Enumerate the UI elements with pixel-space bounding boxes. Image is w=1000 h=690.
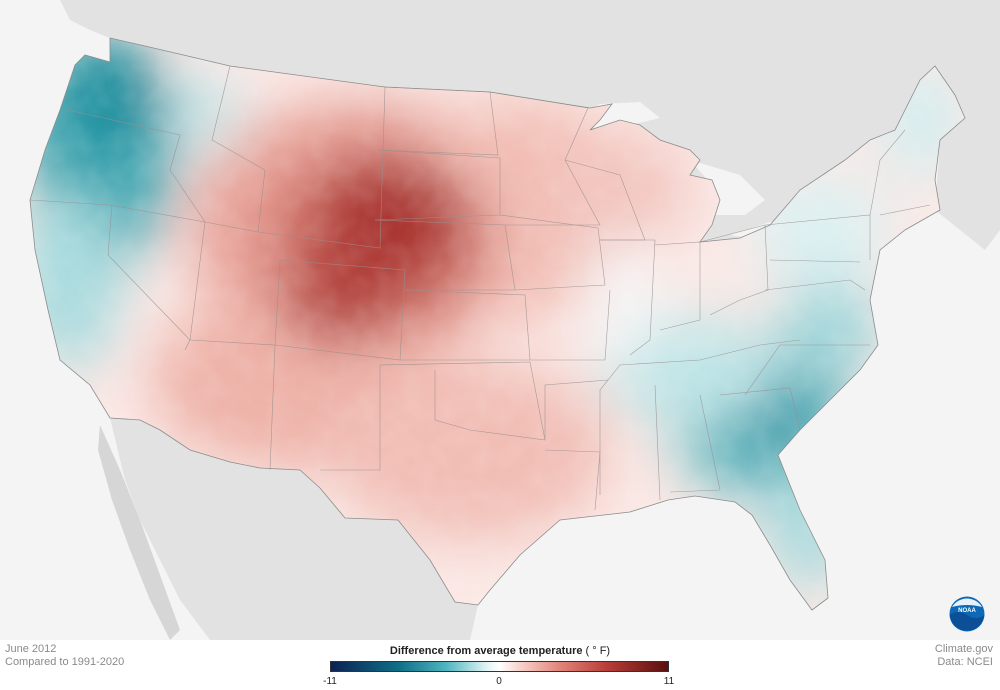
comparison-label: Compared to 1991-2020 (5, 656, 125, 668)
legend-colorbar (330, 661, 669, 672)
legend-title-text: Difference from average temperature (389, 645, 583, 657)
legend-tick-min: -11 (323, 676, 337, 687)
legend-title: Difference from average temperature ( ° … (330, 645, 670, 657)
credit-site: Climate.gov (934, 643, 993, 655)
noaa-logo-icon: NOAA (949, 596, 985, 632)
legend-tick-max: 11 (663, 676, 675, 687)
map-metadata: June 2012 Compared to 1991-2020 (5, 643, 124, 669)
credit-data: Data: NCEI (937, 656, 993, 668)
period-label: June 2012 (5, 643, 57, 655)
legend-unit: ( ° F) (585, 645, 611, 657)
legend-tick-mid: 0 (496, 676, 502, 687)
state-borders (29, 65, 931, 511)
temperature-anomaly-map (0, 0, 1000, 640)
map-credits: Climate.gov Data: NCEI (935, 643, 993, 669)
logo-text: NOAA (958, 608, 976, 614)
